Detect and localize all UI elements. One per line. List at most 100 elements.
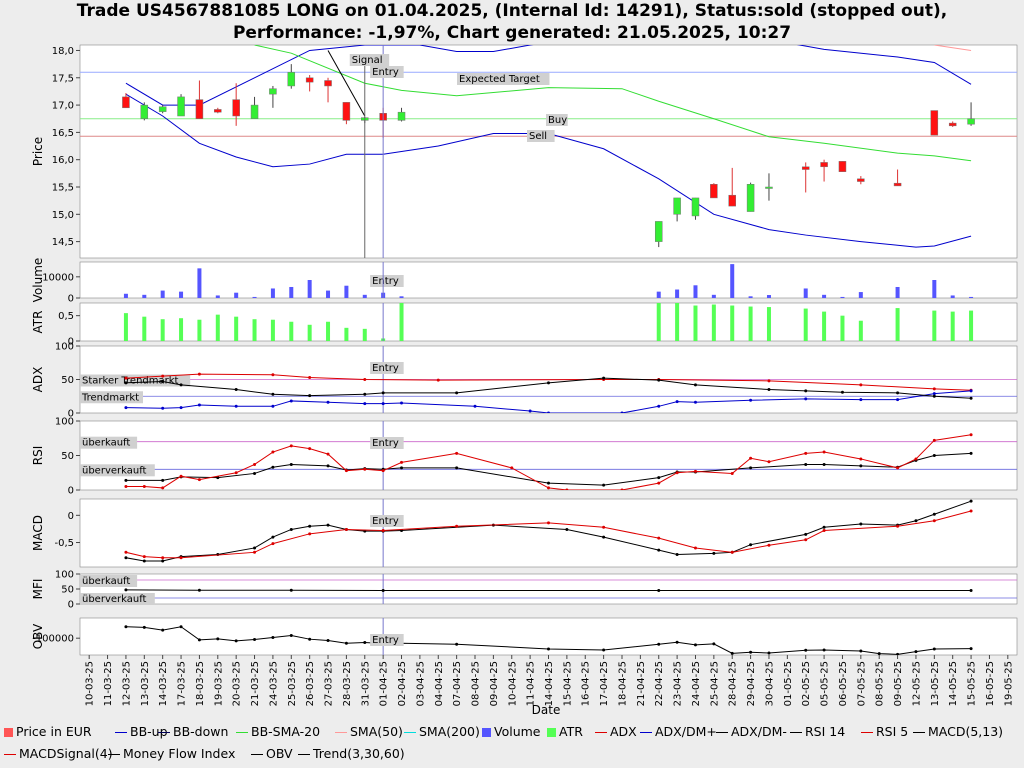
trend-line (327, 50, 366, 117)
adx-series-point (455, 391, 459, 395)
rsi-series-point (253, 462, 257, 466)
obv-series-point (859, 649, 863, 653)
rsi-series-point (822, 450, 826, 454)
obv-series-point (657, 642, 661, 646)
x-tick-label: 19-05-25 (1003, 661, 1014, 706)
rsi-series-point (326, 464, 330, 468)
legend-label: Trend(3,30,60) (313, 746, 405, 761)
candle-body (746, 184, 755, 212)
x-tick-label: 16-04-25 (581, 661, 592, 706)
atr-bar (234, 316, 239, 341)
adx-series-point (234, 404, 238, 408)
rsi-series-point (142, 485, 146, 489)
x-tick-label: 06-05-25 (838, 661, 849, 706)
x-tick-label: 02-05-25 (801, 661, 812, 706)
adx-zone-label: Starker Trendmarkt (82, 376, 179, 387)
atr-bar (270, 319, 275, 341)
x-tick-label: 17-04-25 (599, 661, 610, 706)
x-tick-label: 15-04-25 (562, 661, 573, 706)
y-tick-label: 15,5 (52, 183, 74, 194)
candle-body (195, 99, 204, 119)
obv-series-point (344, 641, 348, 645)
y-tick-label: 14,5 (52, 237, 74, 248)
y-tick-label: 18,0 (52, 46, 74, 57)
adx-series-point (124, 376, 128, 380)
obv-series-point (932, 647, 936, 651)
candle-body (710, 184, 718, 199)
x-tick-label: 14-05-25 (948, 661, 959, 706)
y-tick-label: 16,0 (52, 155, 74, 166)
x-tick-label: 08-04-25 (471, 661, 482, 706)
y-tick-label: 0 (68, 294, 74, 305)
candle-body (122, 96, 130, 109)
y-tick-label: 0 (68, 486, 74, 497)
adx-series-point (859, 383, 863, 387)
panel-volume-frame (79, 261, 1018, 299)
x-tick-label: 25-03-25 (287, 661, 298, 706)
bb-down-line (125, 93, 972, 248)
rsi-series (124, 433, 973, 490)
x-tick-label: 05-05-25 (820, 661, 831, 706)
rsi-series-point (326, 452, 330, 456)
x-tick-label: 27-03-25 (324, 661, 335, 706)
x-tick-label: 23-04-25 (673, 661, 684, 706)
volume-bar (711, 294, 716, 298)
adx-series-point (602, 376, 606, 380)
volume-bar (234, 292, 239, 298)
x-tick-label: 14-04-25 (544, 661, 555, 706)
legend-item: BB-down (158, 724, 228, 740)
rsi-zone-label: überkauft (82, 438, 130, 449)
macd-series-point (161, 556, 165, 560)
legend-label: OBV (266, 746, 293, 761)
legend-item: RSI 14 (790, 724, 845, 740)
adx-series-point (161, 374, 165, 378)
atr-bar (179, 318, 184, 341)
candle-body (893, 182, 902, 187)
legend-item: BB-SMA-20 (236, 724, 320, 740)
obv-series-point (197, 638, 201, 642)
legend-item: MACDSignal(4) (4, 746, 113, 762)
macd-series-point (124, 550, 128, 554)
obv-series-point (455, 642, 459, 646)
volume-bar (399, 296, 404, 298)
atr-bar (950, 311, 955, 341)
adx-series-point (289, 399, 293, 403)
y-tick-label: 100 (55, 417, 74, 428)
legend-swatch (595, 732, 607, 733)
adx-series-point (932, 392, 936, 396)
volume-bar (858, 292, 863, 298)
macd-series-point (932, 519, 936, 523)
y-tick-label: -0,5 (54, 538, 74, 549)
volume-entry-label-bg (370, 275, 404, 287)
y-tick-label: 16,5 (52, 128, 74, 139)
sell-label: Sell (529, 131, 547, 142)
obv-series-point (749, 650, 753, 654)
mfi-zone-label: überverkauft (82, 594, 147, 605)
atr-bar (932, 310, 937, 341)
volume-bar (822, 294, 827, 298)
mfi-zone-label: überkauft (82, 576, 130, 587)
macd-series-point (142, 555, 146, 559)
volume-bar (142, 294, 147, 298)
rsi-series-point (363, 467, 367, 471)
legend-swatch (108, 754, 120, 755)
obv-series-point (253, 638, 257, 642)
legend-swatch (404, 732, 416, 733)
obv-series-point (161, 628, 165, 632)
y-tick-label: 0 (68, 409, 74, 420)
rsi-series-point (547, 486, 550, 490)
atr-bar (252, 319, 257, 341)
volume-entry-label: Entry (372, 276, 399, 287)
legend-label: ATR (559, 724, 583, 739)
candle-body (324, 80, 332, 87)
adx-series-point (271, 373, 275, 377)
macd-series-point (142, 559, 146, 563)
adx-series-point (381, 402, 385, 406)
legend-swatch (716, 732, 728, 733)
macd-series-point (124, 556, 128, 560)
x-tick-label: 22-04-25 (654, 661, 665, 706)
obv-series-point (896, 652, 900, 655)
adx-series-point (124, 381, 128, 385)
volume-bar (215, 295, 220, 298)
